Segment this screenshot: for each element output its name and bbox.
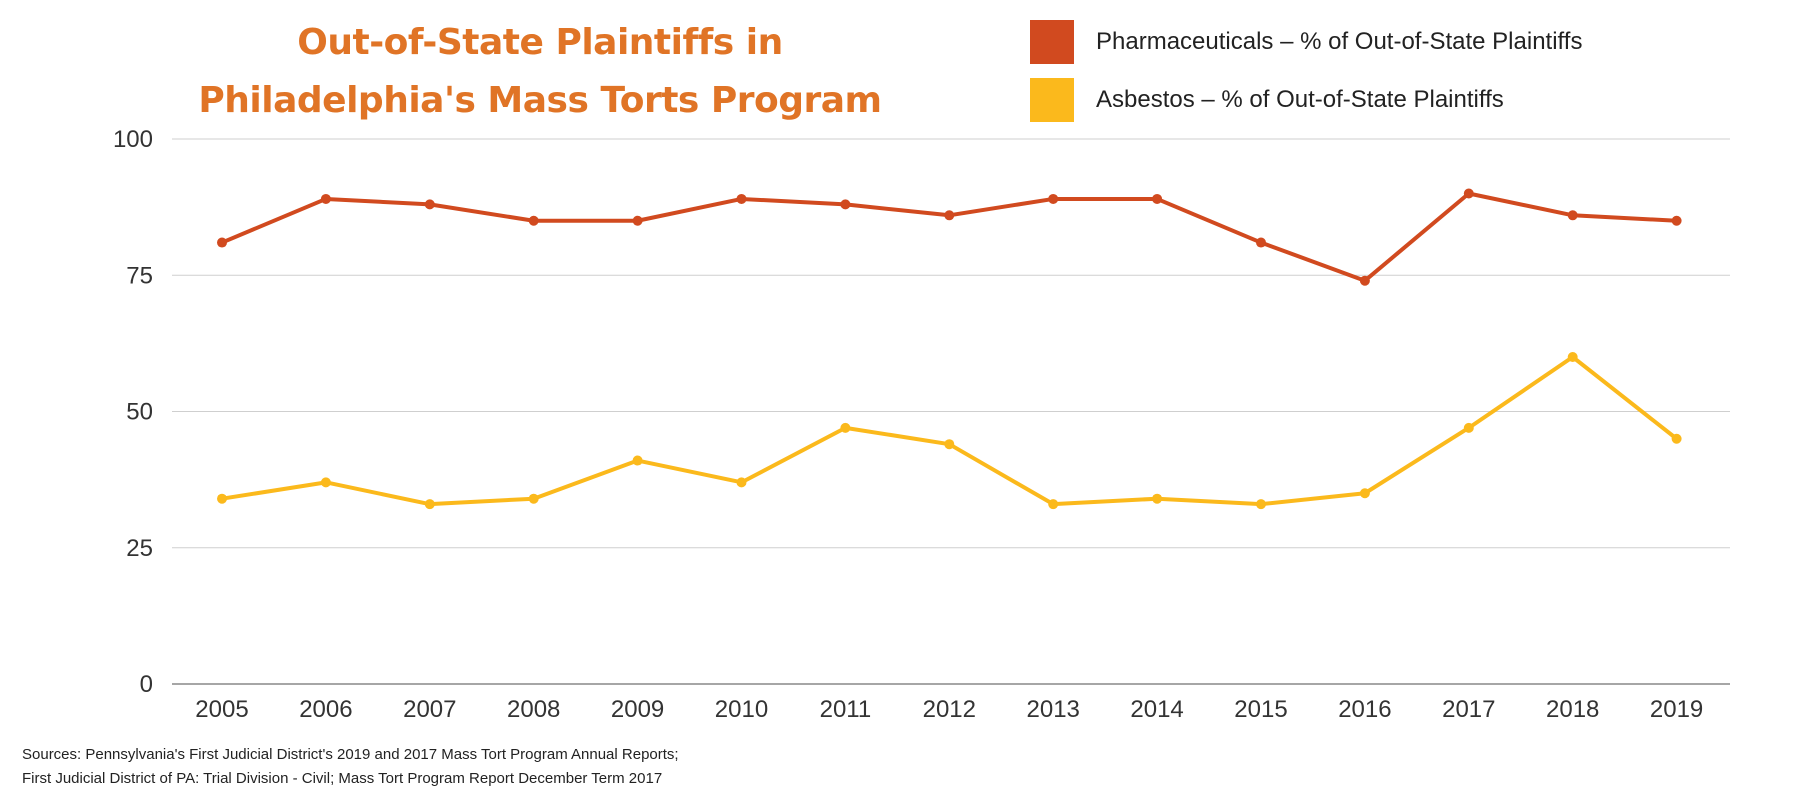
data-point-pharmaceuticals-2011 [840, 199, 851, 210]
x-tick-label-2017: 2017 [1442, 696, 1495, 723]
data-point-asbestos-2017 [1463, 422, 1474, 433]
x-tick-label-2018: 2018 [1546, 696, 1599, 723]
series-line-pharmaceuticals [220, 191, 1679, 283]
data-point-pharmaceuticals-2013 [1048, 193, 1059, 204]
y-tick-label-100: 100 [113, 126, 153, 153]
data-point-pharmaceuticals-2019 [1671, 215, 1682, 226]
data-point-asbestos-2018 [1567, 352, 1578, 362]
data-point-asbestos-2006 [320, 477, 331, 488]
legend-swatch-asbestos [1030, 78, 1074, 122]
data-point-pharmaceuticals-2005 [217, 237, 227, 248]
legend-item-pharmaceuticals: Pharmaceuticals – % of Out-of-State Plai… [1030, 20, 1582, 64]
x-tick-label-2006: 2006 [299, 696, 352, 723]
data-point-asbestos-2019 [1671, 433, 1682, 444]
sources-line-1: Sources: Pennsylvania's First Judicial D… [22, 746, 679, 763]
data-point-asbestos-2012 [944, 439, 955, 450]
x-tick-label-2014: 2014 [1130, 696, 1183, 723]
data-point-pharmaceuticals-2016 [1359, 275, 1370, 286]
data-point-pharmaceuticals-2010 [736, 193, 747, 204]
data-point-asbestos-2014 [1152, 493, 1163, 504]
y-tick-label-0: 0 [140, 671, 153, 698]
x-tick-label-2005: 2005 [195, 696, 248, 723]
x-tick-label-2008: 2008 [507, 696, 560, 723]
data-point-asbestos-2009 [632, 455, 643, 466]
data-point-asbestos-2011 [840, 422, 851, 433]
data-point-pharmaceuticals-2015 [1256, 237, 1266, 248]
legend-swatch-pharmaceuticals [1030, 20, 1074, 64]
chart-title-line-2: Philadelphia's Mass Torts Program [198, 80, 882, 121]
x-tick-label-2016: 2016 [1338, 696, 1391, 723]
x-tick-label-2007: 2007 [403, 696, 456, 723]
data-point-pharmaceuticals-2007 [424, 199, 435, 210]
x-tick-label-2011: 2011 [820, 696, 872, 723]
legend-item-asbestos: Asbestos – % of Out-of-State Plaintiffs [1030, 78, 1582, 122]
data-point-pharmaceuticals-2006 [320, 193, 331, 204]
data-point-asbestos-2007 [424, 499, 435, 510]
y-tick-label-25: 25 [126, 535, 153, 562]
data-point-asbestos-2005 [217, 493, 227, 504]
x-tick-label-2010: 2010 [715, 696, 768, 723]
chart-title-line-1: Out-of-State Plaintiffs in [297, 22, 783, 63]
data-point-pharmaceuticals-2009 [632, 215, 643, 226]
data-point-pharmaceuticals-2014 [1152, 193, 1163, 204]
data-point-asbestos-2008 [528, 493, 539, 504]
series-line-asbestos [220, 355, 1679, 507]
data-point-pharmaceuticals-2017 [1463, 188, 1474, 199]
sources-note: Sources: Pennsylvania's First Judicial D… [22, 743, 679, 791]
y-tick-label-75: 75 [126, 262, 153, 289]
data-point-pharmaceuticals-2008 [528, 215, 539, 226]
legend: Pharmaceuticals – % of Out-of-State Plai… [1030, 20, 1582, 136]
x-tick-label-2019: 2019 [1650, 696, 1703, 723]
data-point-pharmaceuticals-2012 [944, 210, 955, 221]
x-tick-label-2012: 2012 [923, 696, 976, 723]
x-tick-label-2015: 2015 [1234, 696, 1287, 723]
data-point-asbestos-2016 [1359, 488, 1370, 499]
data-point-asbestos-2013 [1048, 499, 1059, 510]
y-tick-label-50: 50 [126, 399, 153, 426]
x-tick-label-2013: 2013 [1027, 696, 1080, 723]
data-point-pharmaceuticals-2018 [1567, 210, 1578, 221]
legend-label-pharmaceuticals: Pharmaceuticals – % of Out-of-State Plai… [1096, 28, 1583, 55]
data-point-asbestos-2010 [736, 477, 747, 488]
chart-title: Out-of-State Plaintiffs in Philadelphia'… [150, 14, 930, 130]
legend-label-asbestos: Asbestos – % of Out-of-State Plaintiffs [1096, 86, 1504, 113]
data-point-asbestos-2015 [1256, 499, 1266, 510]
x-tick-label-2009: 2009 [611, 696, 664, 723]
sources-line-2: First Judicial District of PA: Trial Div… [22, 770, 663, 787]
